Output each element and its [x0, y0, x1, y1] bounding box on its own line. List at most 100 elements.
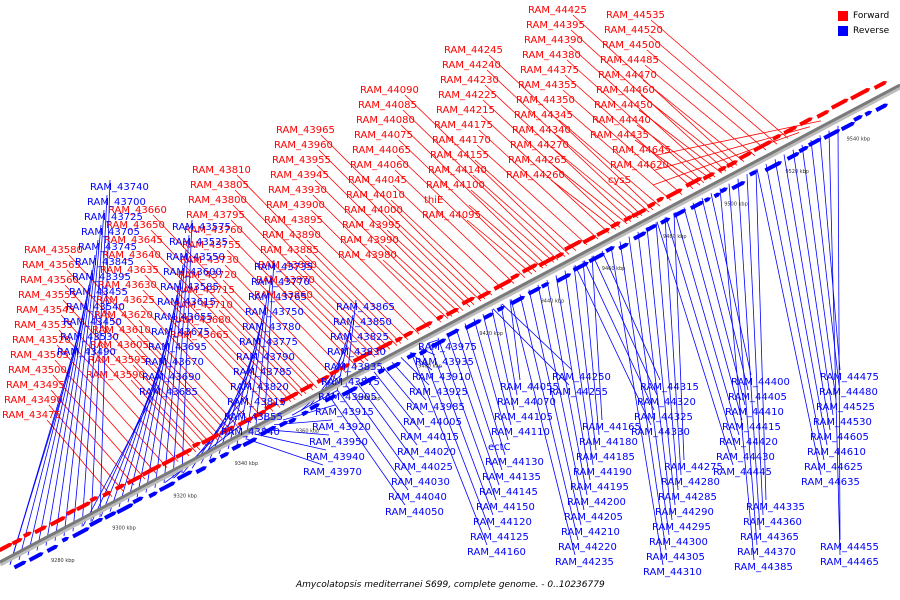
gene-arrow: [253, 409, 267, 419]
forward-gene-label: RAM_44140: [428, 165, 487, 176]
leader-line: [99, 179, 111, 518]
forward-gene-label: RAM_44340: [512, 125, 571, 136]
gene-arrow: [264, 402, 278, 411]
gene-arrow: [764, 161, 783, 173]
leader-line: [200, 364, 254, 464]
leader-line: [476, 144, 588, 246]
reverse-gene-label: RAM_44330: [631, 427, 690, 438]
leader-line: [555, 275, 591, 481]
gene-arrow: [126, 474, 143, 486]
leader-line: [783, 154, 831, 431]
leader-line: [501, 303, 573, 371]
reverse-gene-label: RAM_43820: [230, 382, 289, 393]
gene-arrow: [435, 314, 444, 321]
leader-line: [591, 256, 603, 421]
reverse-gene-label: RAM_44445: [713, 467, 772, 478]
forward-gene-label: RAM_44215: [436, 105, 495, 116]
leader-line: [318, 149, 475, 306]
leader-line: [654, 126, 811, 171]
legend-forward: Forward: [838, 8, 889, 23]
gene-arrow: [719, 187, 728, 194]
forward-gene-label: RAM_44060: [350, 160, 409, 171]
leader-line: [488, 54, 654, 211]
gene-arrow: [72, 527, 90, 539]
gene-arrow: [402, 330, 414, 339]
leader-line: [528, 289, 582, 526]
forward-gene-label: RAM_44645: [612, 145, 671, 156]
kbp-ticks: 9280 kbp 9300 kbp 9320 kbp 9340 kbp 9360 kbp…: [51, 136, 870, 564]
leader-line: [737, 178, 761, 531]
gene-arrow: [406, 352, 417, 360]
reverse-gene-label: RAM_43935: [415, 357, 474, 368]
leader-line: [150, 229, 307, 395]
gene-arrow: [816, 110, 830, 119]
leader-line: [765, 163, 825, 461]
reverse-gene-label: RAM_44310: [643, 567, 702, 578]
gene-arrow: [13, 560, 27, 570]
reverse-gene-label: RAM_44320: [637, 397, 696, 408]
forward-gene-label: RAM_44010: [346, 190, 405, 201]
reverse-gene-label: RAM_44165: [582, 422, 641, 433]
reverse-gene-label: RAM_43840: [221, 427, 280, 438]
leader-line: [673, 212, 685, 461]
leader-line: [710, 193, 752, 376]
leader-line: [132, 364, 208, 447]
reverse-gene-label: RAM_44255: [549, 387, 608, 398]
legend-forward-label: Forward: [853, 10, 890, 21]
gene-arrow: [219, 452, 230, 459]
leader-line: [636, 124, 712, 180]
gene-arrow: [783, 125, 798, 135]
reverse-gene-label: RAM_43915: [315, 407, 374, 418]
leader-line: [391, 361, 427, 401]
reverse-gene-label: RAM_43705: [81, 227, 140, 238]
reverse-gene-label: RAM_43450: [63, 317, 122, 328]
reverse-gene-label: RAM_43815: [227, 397, 286, 408]
reverse-gene-label: RAM_44145: [479, 487, 538, 498]
reverse-gene-label: RAM_43865: [336, 302, 395, 313]
leader-line: [138, 319, 241, 430]
reverse-gene-label: RAM_44605: [810, 432, 869, 443]
gene-arrow: [231, 443, 242, 451]
gene-arrow: [0, 542, 13, 552]
gene-arrow: [564, 239, 583, 252]
leader-line: [54, 254, 96, 541]
gene-arrow: [840, 121, 856, 132]
gene-arrow: [324, 394, 337, 403]
leader-line: [492, 308, 570, 386]
reverse-gene-label: RAM_44295: [652, 522, 711, 533]
reverse-gene-label: ectC: [488, 442, 511, 453]
leader-line: [601, 250, 661, 381]
reverse-gene-label: RAM_44125: [470, 532, 529, 543]
leader-line: [819, 135, 841, 371]
reverse-gene-label: RAM_43780: [242, 322, 301, 333]
genome-caption: Amycolatopsis mediterranei S699, complet…: [295, 580, 605, 590]
leader-line: [404, 94, 570, 255]
forward-gene-label: RAM_43635: [100, 265, 159, 276]
reverse-gene-label: RAM_44120: [473, 517, 532, 528]
gene-arrow: [161, 456, 177, 467]
reverse-gene-label: RAM_43540: [66, 302, 125, 313]
reverse-gene-label: RAM_44305: [646, 552, 705, 563]
leader-line: [756, 168, 822, 476]
forward-gene-label: RAM_44095: [422, 210, 481, 221]
reverse-gene-label: RAM_44030: [391, 477, 450, 488]
reverse-gene-label: RAM_44070: [497, 397, 556, 408]
leader-line: [382, 259, 449, 319]
forward-gene-label: RAM_43955: [272, 155, 331, 166]
reverse-gene-label: RAM_43785: [233, 367, 292, 378]
leader-line: [410, 352, 488, 546]
leader-line: [68, 254, 234, 433]
reverse-gene-label: RAM_44420: [719, 437, 778, 448]
forward-gene-label: RAM_43580: [24, 245, 83, 256]
leader-line: [58, 329, 179, 462]
leader-line: [282, 404, 336, 421]
leader-line: [574, 265, 652, 426]
gene-labels: RAM_43475 RAM_43490 RAM_43495 RAM_43500 RAM_…: [2, 5, 879, 578]
forward-gene-label: RAM_44435: [590, 130, 649, 141]
forward-gene-label: RAM_43645: [104, 235, 163, 246]
leader-line: [218, 309, 303, 397]
forward-gene-label: RAM_44440: [592, 115, 651, 126]
forward-gene-label: RAM_43960: [274, 140, 333, 151]
leader-line: [396, 154, 526, 279]
forward-gene-label: RAM_44265: [508, 155, 567, 166]
